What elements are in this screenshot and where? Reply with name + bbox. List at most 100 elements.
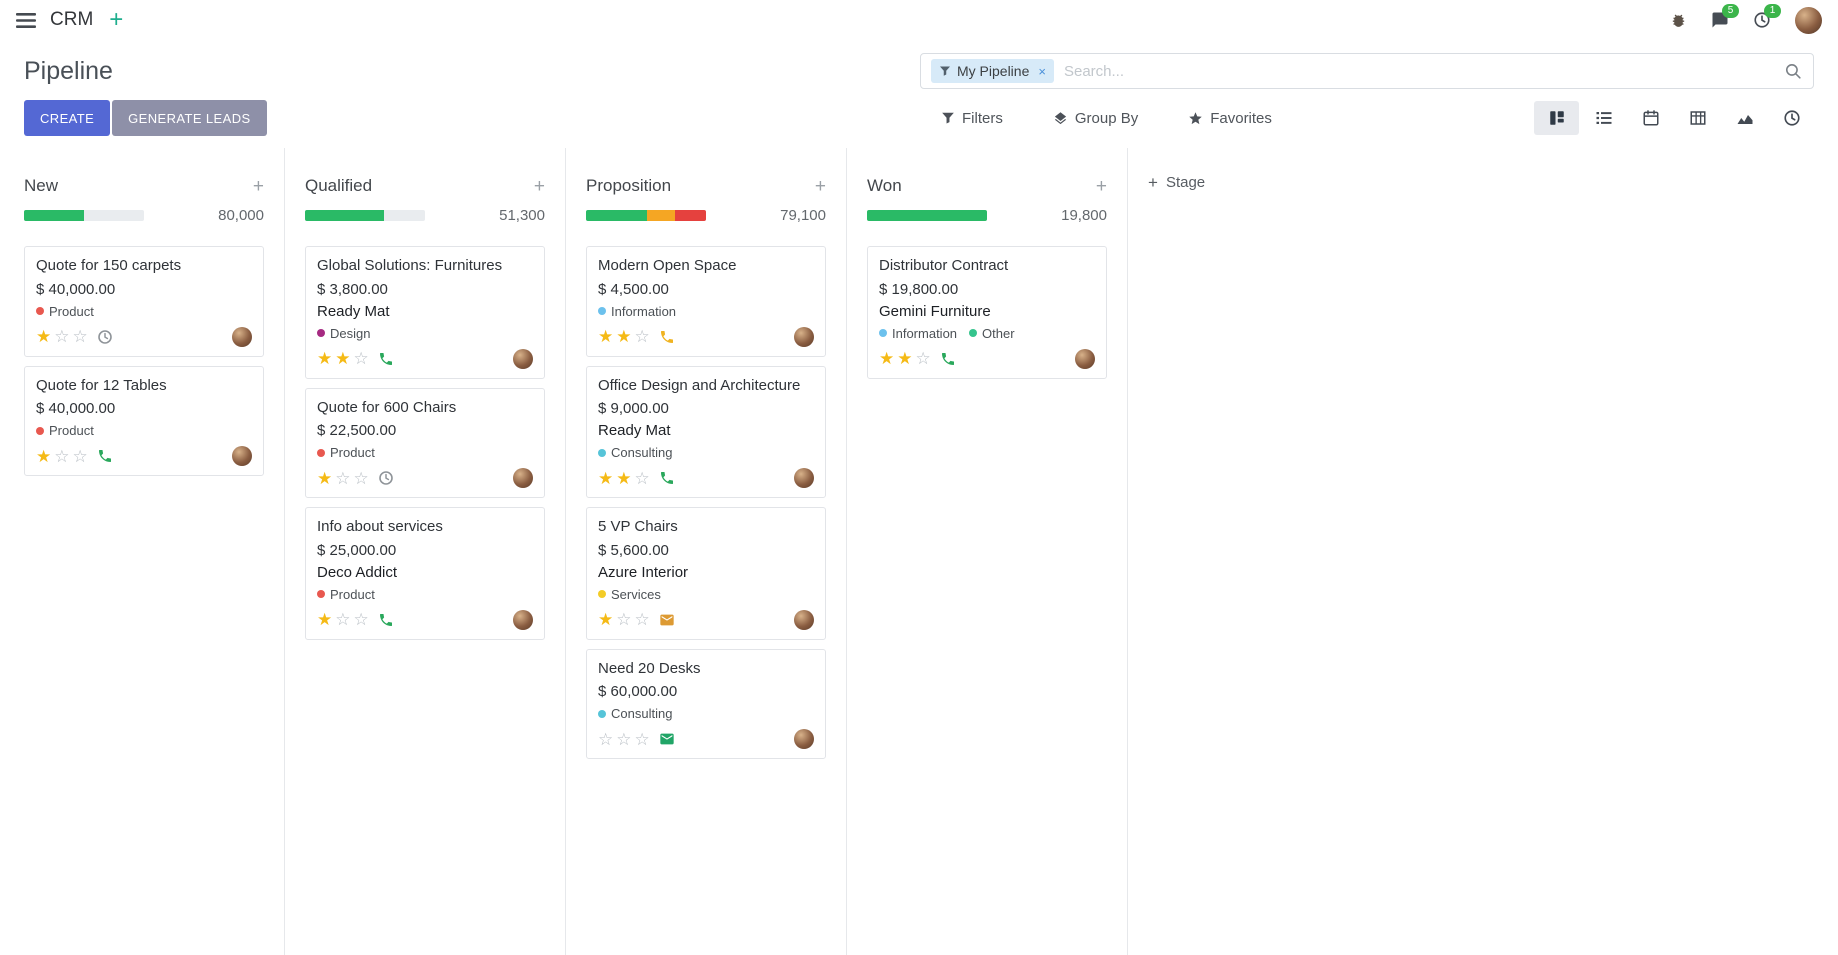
star-filled-icon[interactable]: ★ (598, 610, 614, 629)
priority-stars[interactable]: ★ ★ ☆ (879, 350, 931, 367)
activity-phone-icon[interactable] (378, 351, 394, 367)
card-amount: $ 3,800.00 (317, 280, 388, 298)
star-empty-icon[interactable]: ☆ (634, 468, 650, 488)
add-card-button[interactable]: + (252, 175, 264, 197)
priority-stars[interactable]: ★ ★ ☆ (317, 350, 369, 367)
star-empty-icon[interactable]: ☆ (634, 327, 650, 346)
calendar-view-button[interactable] (1628, 101, 1673, 135)
star-empty-icon[interactable]: ☆ (616, 610, 632, 629)
star-empty-icon[interactable]: ☆ (335, 610, 351, 629)
tag-color-dot (969, 329, 978, 337)
search-bar[interactable]: My Pipeline × (920, 53, 1814, 89)
priority-stars[interactable]: ★ ☆ ☆ (317, 470, 369, 487)
activity-phone-icon[interactable] (659, 470, 675, 486)
activity-phone-icon[interactable] (940, 351, 956, 367)
star-filled-icon[interactable]: ★ (317, 610, 333, 629)
activity-clock-icon[interactable] (378, 470, 394, 486)
star-empty-icon[interactable]: ☆ (335, 468, 351, 488)
add-card-button[interactable]: + (533, 175, 545, 197)
star-empty-icon[interactable]: ☆ (353, 468, 369, 488)
progress-segment-success[interactable] (24, 210, 84, 221)
plus-icon[interactable]: + (109, 6, 124, 33)
star-empty-icon[interactable]: ☆ (634, 729, 650, 749)
kanban-card[interactable]: Quote for 12 Tables $ 40,000.00 Product ★ ☆ ☆ (24, 365, 264, 476)
column-progressbar[interactable] (24, 210, 144, 221)
messages-icon[interactable]: 5 (1711, 4, 1739, 29)
priority-stars[interactable]: ★ ★ ☆ (598, 470, 650, 487)
pivot-view-button[interactable] (1675, 101, 1720, 135)
star-empty-icon[interactable]: ☆ (598, 729, 614, 749)
star-empty-icon[interactable]: ☆ (72, 446, 88, 466)
progress-segment-success[interactable] (586, 210, 648, 221)
star-filled-icon[interactable]: ★ (317, 349, 333, 368)
star-filled-icon[interactable]: ★ (598, 468, 614, 488)
filters-button[interactable]: Filters (935, 109, 1009, 128)
activity-clock-icon[interactable] (97, 329, 113, 345)
priority-stars[interactable]: ☆ ☆ ☆ (598, 731, 650, 748)
graph-view-button[interactable] (1722, 101, 1767, 135)
star-filled-icon[interactable]: ★ (616, 327, 632, 346)
priority-stars[interactable]: ★ ★ ☆ (598, 328, 650, 345)
activity-envelope-icon[interactable] (659, 731, 675, 747)
kanban-card[interactable]: Quote for 150 carpets $ 40,000.00 Product ★… (24, 246, 264, 357)
progress-segment-success[interactable] (305, 210, 385, 221)
star-empty-icon[interactable]: ☆ (353, 610, 369, 629)
activities-icon[interactable]: 1 (1753, 4, 1781, 29)
star-empty-icon[interactable]: ☆ (54, 446, 70, 466)
activity-envelope-icon[interactable] (659, 612, 675, 628)
add-stage-button[interactable]: + Stage (1148, 174, 1838, 191)
progress-segment-warning[interactable] (647, 210, 675, 221)
generate-leads-button[interactable]: GENERATE LEADS (112, 100, 267, 136)
kanban-card[interactable]: Info about services $ 25,000.00 Deco Addic… (305, 507, 545, 640)
create-button[interactable]: CREATE (24, 100, 111, 136)
user-avatar[interactable] (1795, 6, 1822, 34)
column-progressbar[interactable] (305, 210, 425, 221)
priority-stars[interactable]: ★ ☆ ☆ (36, 448, 88, 465)
kanban-view-button[interactable] (1534, 101, 1579, 135)
star-empty-icon[interactable]: ☆ (72, 327, 88, 346)
priority-stars[interactable]: ★ ☆ ☆ (598, 611, 650, 628)
star-filled-icon[interactable]: ★ (879, 349, 895, 368)
star-filled-icon[interactable]: ★ (598, 327, 614, 346)
priority-stars[interactable]: ★ ☆ ☆ (36, 328, 88, 345)
star-empty-icon[interactable]: ☆ (915, 349, 931, 368)
search-input[interactable] (1053, 62, 1784, 80)
activity-phone-icon[interactable] (378, 612, 394, 628)
groupby-button[interactable]: Group By (1047, 109, 1144, 128)
facet-remove-icon[interactable]: × (1038, 63, 1046, 79)
activity-view-button[interactable] (1769, 101, 1814, 135)
star-filled-icon[interactable]: ★ (36, 327, 52, 346)
star-filled-icon[interactable]: ★ (616, 468, 632, 488)
star-filled-icon[interactable]: ★ (317, 468, 333, 488)
kanban-card[interactable]: 5 VP Chairs $ 5,600.00 Azure Interior Servi… (586, 507, 826, 640)
activity-phone-icon[interactable] (659, 329, 675, 345)
kanban-card[interactable]: Global Solutions: Furnitures $ 3,800.00 Re… (305, 246, 545, 379)
kanban-card[interactable]: Need 20 Desks $ 60,000.00 Consulting ☆ ☆ ☆ (586, 648, 826, 759)
star-empty-icon[interactable]: ☆ (353, 349, 369, 368)
list-view-button[interactable] (1581, 101, 1626, 135)
star-empty-icon[interactable]: ☆ (54, 327, 70, 346)
star-filled-icon[interactable]: ★ (36, 446, 52, 466)
kanban-card[interactable]: Distributor Contract $ 19,800.00 Gemini Fu… (867, 246, 1107, 379)
priority-stars[interactable]: ★ ☆ ☆ (317, 611, 369, 628)
menu-icon[interactable] (16, 12, 36, 28)
star-empty-icon[interactable]: ☆ (634, 610, 650, 629)
column-progressbar[interactable] (586, 210, 706, 221)
activity-phone-icon[interactable] (97, 448, 113, 464)
progress-segment-success[interactable] (867, 210, 987, 221)
bug-icon[interactable] (1670, 12, 1687, 29)
favorites-button[interactable]: Favorites (1182, 109, 1278, 128)
kanban-card[interactable]: Office Design and Architecture $ 9,000.00… (586, 365, 826, 498)
add-card-button[interactable]: + (1095, 175, 1107, 197)
star-filled-icon[interactable]: ★ (897, 349, 913, 368)
kanban-card[interactable]: Quote for 600 Chairs $ 22,500.00 Product ★ ☆… (305, 387, 545, 498)
add-card-button[interactable]: + (814, 175, 826, 197)
column-progressbar[interactable] (867, 210, 987, 221)
kanban-card[interactable]: Modern Open Space $ 4,500.00 Information ★ ★… (586, 246, 826, 357)
search-icon[interactable] (1784, 62, 1803, 81)
column-header: Won + (867, 174, 1107, 198)
star-filled-icon[interactable]: ★ (335, 349, 351, 368)
app-name[interactable]: CRM (50, 9, 94, 30)
star-empty-icon[interactable]: ☆ (616, 729, 632, 749)
progress-segment-danger[interactable] (674, 210, 706, 221)
